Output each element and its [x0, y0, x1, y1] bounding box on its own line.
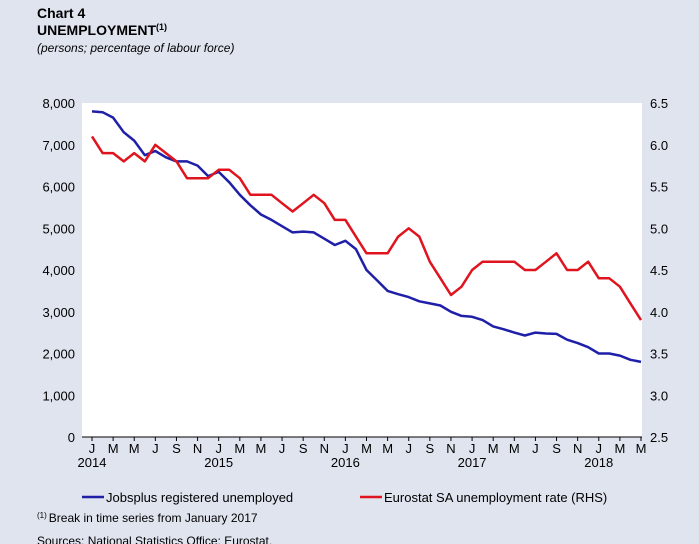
y-tick-label: 5,000 — [42, 221, 75, 236]
y2-tick-label: 2.5 — [650, 430, 668, 445]
x-year-label: 2014 — [78, 455, 107, 470]
units-note: (persons; percentage of labour force) — [37, 41, 234, 55]
y2-tick-label: 5.0 — [650, 221, 668, 236]
y-tick-label: 6,000 — [42, 180, 75, 195]
x-tick-label: M — [614, 441, 625, 456]
x-tick-label: J — [215, 441, 222, 456]
x-tick-label: M — [382, 441, 393, 456]
legend-label: Jobsplus registered unemployed — [106, 490, 293, 505]
y2-tick-label: 3.0 — [650, 388, 668, 403]
x-tick-label: J — [279, 441, 286, 456]
series-line — [90, 135, 643, 321]
y-tick-label: 3,000 — [42, 305, 75, 320]
chart-title: Chart 4 — [37, 5, 85, 21]
y-tick-label: 7,000 — [42, 138, 75, 153]
x-year-label: 2016 — [331, 455, 360, 470]
x-tick-label: M — [129, 441, 140, 456]
x-tick-label: M — [509, 441, 520, 456]
source: Sources: National Statistics Office; Eur… — [37, 534, 272, 544]
x-tick-label: N — [446, 441, 455, 456]
x-tick-label: M — [361, 441, 372, 456]
x-tick-label: S — [552, 441, 561, 456]
footnote: (1) Break in time series from January 201… — [37, 511, 258, 525]
x-tick-label: M — [234, 441, 245, 456]
x-tick-label: S — [172, 441, 181, 456]
y-tick-label: 4,000 — [42, 263, 75, 278]
y2-tick-label: 6.0 — [650, 138, 668, 153]
x-tick-label: J — [596, 441, 603, 456]
x-tick-label: N — [193, 441, 202, 456]
plot-area — [82, 103, 642, 437]
y2-tick-label: 6.5 — [650, 96, 668, 111]
x-tick-label: M — [636, 441, 647, 456]
x-tick-label: M — [488, 441, 499, 456]
x-tick-label: N — [573, 441, 582, 456]
series-line — [91, 110, 642, 364]
x-tick-label: J — [152, 441, 159, 456]
y2-tick-label: 3.5 — [650, 347, 668, 362]
x-year-label: 2018 — [584, 455, 613, 470]
footnote-marker: (1) — [37, 511, 47, 520]
y-tick-label: 2,000 — [42, 347, 75, 362]
y2-tick-label: 5.5 — [650, 180, 668, 195]
x-tick-label: J — [89, 441, 96, 456]
x-year-label: 2015 — [204, 455, 233, 470]
x-tick-label: J — [532, 441, 539, 456]
x-tick-label: J — [405, 441, 412, 456]
x-tick-label: J — [342, 441, 349, 456]
y2-tick-label: 4.5 — [650, 263, 668, 278]
x-year-label: 2017 — [458, 455, 487, 470]
chart-subtitle: UNEMPLOYMENT(1) — [37, 22, 167, 38]
y-tick-label: 8,000 — [42, 96, 75, 111]
footnote-text: Break in time series from January 2017 — [49, 511, 258, 525]
y-tick-label: 0 — [68, 430, 75, 445]
y-tick-label: 1,000 — [42, 388, 75, 403]
x-tick-label: M — [256, 441, 267, 456]
x-tick-label: S — [299, 441, 308, 456]
y2-tick-label: 4.0 — [650, 305, 668, 320]
legend-label: Eurostat SA unemployment rate (RHS) — [384, 490, 607, 505]
x-tick-label: J — [469, 441, 476, 456]
subtitle-superscript: (1) — [156, 22, 167, 32]
x-tick-label: N — [320, 441, 329, 456]
x-tick-label: S — [426, 441, 435, 456]
subtitle-text: UNEMPLOYMENT — [37, 22, 156, 38]
x-tick-label: M — [108, 441, 119, 456]
